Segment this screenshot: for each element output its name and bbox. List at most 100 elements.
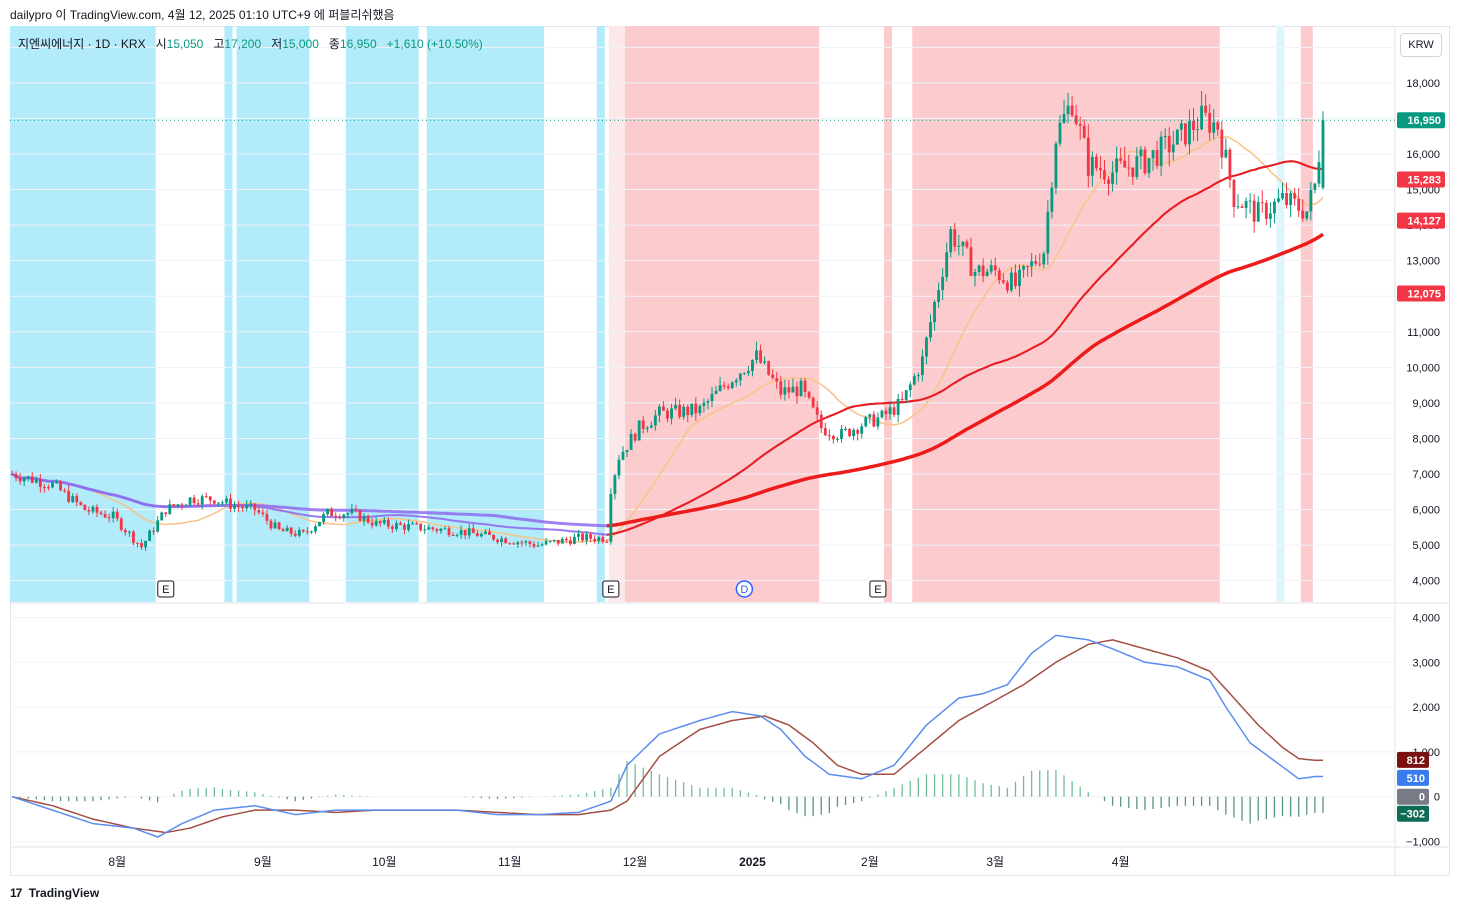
candle-body [467,528,471,536]
macd-badge-label: 510 [1407,773,1425,785]
time-tick-label: 2월 [861,855,879,869]
candle-body [427,527,431,530]
candle-body [342,514,346,519]
candle-body [196,503,200,505]
candle-body [1010,272,1013,291]
candle-body [1204,105,1208,113]
candle-body [564,538,568,541]
candle-body [1078,123,1082,126]
candle-body [38,479,42,487]
candle-body [34,479,38,483]
candle-body [1289,193,1293,206]
candle-body [399,523,402,525]
candle-body [722,385,726,387]
candle-body [184,504,188,506]
macd-badge [1397,751,1429,768]
candle-body [115,511,119,519]
price-tick-label: 7,000 [1412,469,1440,481]
candle-body [204,496,208,498]
candle-body [346,513,350,515]
candle-body [941,276,945,291]
currency-button[interactable]: KRW [1400,33,1442,57]
candle-body [868,414,872,418]
candle-body [1196,129,1199,131]
candle-body [1143,149,1147,174]
symbol-label[interactable]: 지엔씨에너지 · 1D · KRX [18,37,146,51]
candle-body [840,429,843,439]
price-tick-label: 10,000 [1406,362,1440,374]
candle-body [767,361,771,375]
candle-body [95,506,99,513]
candle-body [981,265,985,277]
candle-body [698,405,702,414]
candle-body [823,428,827,436]
candle-body [419,523,423,531]
candle-body [912,376,916,385]
candle-body [338,517,342,519]
candle-body [1111,172,1114,184]
candle-body [783,387,787,395]
candle-body [1208,112,1212,133]
candle-body [682,406,686,417]
candle-body [354,509,358,511]
candle-body [742,373,746,375]
price-badge [1397,212,1445,229]
macd-badge-label: 812 [1407,755,1425,767]
event-marker-label: D [740,584,748,596]
candle-body [281,529,285,532]
candle-body [1277,198,1280,202]
candle-body [1042,253,1046,265]
candle-body [977,265,981,273]
candle-body [508,543,512,545]
candle-body [71,495,75,502]
candle-body [22,478,26,482]
candle-body [1321,120,1325,188]
candle-body [694,403,698,414]
candle-body [548,540,552,542]
event-marker-e: E [869,580,887,598]
candle-body [819,414,823,429]
candle-body [164,512,168,515]
candle-body [1244,200,1248,208]
candle-body [229,498,232,509]
candle-body [18,478,22,482]
candle-body [920,356,924,376]
candle-body [358,510,362,521]
macd-tick-label: 3,000 [1412,657,1440,669]
signal-band [883,26,893,602]
candle-body [973,272,977,276]
signal-band [596,26,605,602]
ohlc-legend: 지엔씨에너지 · 1D · KRX 시15,050 고17,200 저15,00… [18,35,483,52]
candle-body [221,502,224,504]
candle-body [1022,266,1025,270]
candle-body [289,527,293,534]
candle-body [888,407,892,415]
candle-body [831,435,835,440]
candle-body [791,386,795,393]
tradingview-footer[interactable]: 17 TradingView [10,886,99,900]
candle-body [645,427,649,430]
candle-body [544,541,548,545]
candle-body [1034,261,1038,264]
price-tick-label: 13,000 [1406,256,1440,268]
candle-body [516,542,520,545]
candle-body [1236,206,1240,208]
candle-body [277,522,281,530]
price-tick-label: 18,000 [1406,78,1440,90]
candle-body [892,407,896,415]
candle-body [326,508,330,515]
candle-body [148,530,152,541]
candle-body [585,534,588,541]
candle-body [152,530,156,532]
price-badge [1397,112,1445,129]
macd-badge [1397,769,1429,786]
candle-body [864,417,868,427]
candle-body [370,522,374,526]
candle-body [1054,143,1058,188]
candle-body [1240,206,1244,208]
candle-body [435,529,439,531]
candle-body [1030,261,1034,267]
macd-tick-label: −1,000 [1406,837,1440,849]
candle-body [285,527,289,532]
